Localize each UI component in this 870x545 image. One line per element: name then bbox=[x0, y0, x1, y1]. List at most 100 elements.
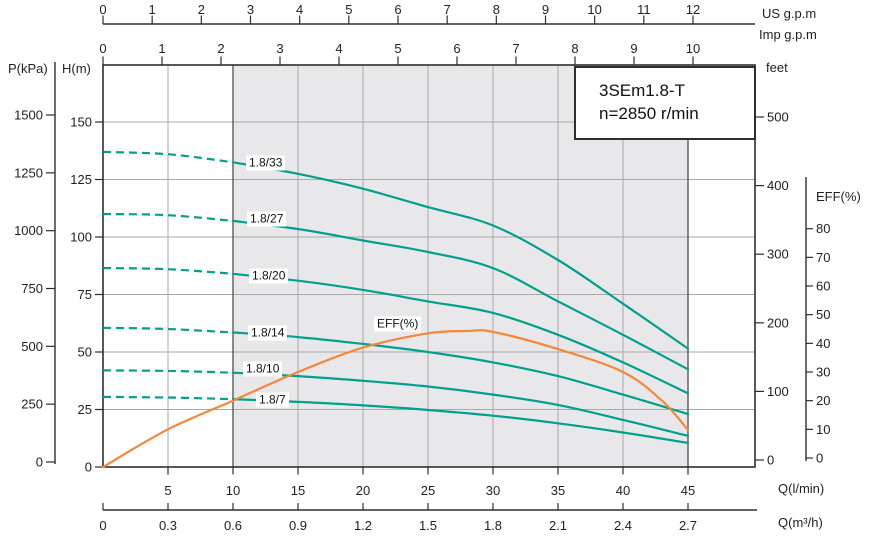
imp-gpm-tick-label: 9 bbox=[630, 41, 637, 56]
feet-tick-label: 0 bbox=[767, 453, 774, 468]
us-gpm-tick-label: 8 bbox=[493, 2, 500, 17]
curve-label-1.8-20: 1.8/20 bbox=[249, 268, 289, 284]
pump-model: 3SEm1.8-T bbox=[599, 81, 685, 100]
tick-labels: 0 1 2 3 4 5 6 7 8 9 10 11 120 1 2 3 4 5 6 7 8 9 10025050075010… bbox=[14, 2, 830, 533]
imp-gpm-tick-label: 10 bbox=[686, 41, 700, 56]
efficiency-curve bbox=[101, 329, 690, 469]
head-curve-dashed-1.8/10 bbox=[102, 369, 234, 374]
eff-tick-label: 20 bbox=[816, 393, 830, 408]
feet-tick-label: 500 bbox=[767, 110, 789, 125]
head-curve-dashed-1.8/20 bbox=[102, 267, 234, 275]
q-m3h-tick-label: 0.9 bbox=[289, 518, 307, 533]
imp-gpm-tick-label: 6 bbox=[453, 41, 460, 56]
us-gpm-tick-label: 0 bbox=[99, 2, 106, 17]
curve-label-1.8-10: 1.8/10 bbox=[243, 361, 283, 377]
head-curve-1.8/27 bbox=[231, 219, 690, 371]
us-gpm-tick-label: 4 bbox=[296, 2, 303, 17]
head-axis-label: H(m) bbox=[62, 61, 91, 76]
eff-tick-label: 30 bbox=[816, 365, 830, 380]
eff-tick-label: 50 bbox=[816, 307, 830, 322]
head-curve-1.8/14 bbox=[231, 331, 690, 416]
us-gpm-tick-label: 5 bbox=[345, 2, 352, 17]
q-m3h-tick-label: 1.8 bbox=[484, 518, 502, 533]
q-lmin-tick-label: 5 bbox=[164, 483, 171, 498]
imp-gpm-tick-label: 1 bbox=[158, 41, 165, 56]
performance-curves bbox=[101, 150, 690, 469]
pump-speed: n=2850 r/min bbox=[599, 104, 699, 123]
q-lmin-tick-label: 20 bbox=[356, 483, 370, 498]
head-curve-1.8/20 bbox=[231, 272, 690, 395]
us-gpm-tick-label: 7 bbox=[444, 2, 451, 17]
q-m3h-tick-label: 0.6 bbox=[224, 518, 242, 533]
eff-tick-label: 80 bbox=[816, 221, 830, 236]
curve-label-1.8-7: 1.8/7 bbox=[256, 392, 289, 408]
h-m-tick-label: 25 bbox=[78, 402, 92, 417]
us-gpm-tick-label: 6 bbox=[394, 2, 401, 17]
head-curve-1.8/10 bbox=[231, 371, 690, 437]
imp-gpm-tick-label: 8 bbox=[571, 41, 578, 56]
q-m3h-tick-label: 2.1 bbox=[549, 518, 567, 533]
feet-tick-label: 200 bbox=[767, 315, 789, 330]
p-kpa-tick-label: 250 bbox=[21, 397, 43, 412]
eff-tick-label: 60 bbox=[816, 279, 830, 294]
imp-gpm-tick-label: 4 bbox=[335, 41, 342, 56]
us-gpm-tick-label: 2 bbox=[198, 2, 205, 17]
q-lmin-tick-label: 10 bbox=[226, 483, 240, 498]
feet-tick-label: 100 bbox=[767, 384, 789, 399]
flow-lmin-axis-label: Q(l/min) bbox=[778, 481, 825, 496]
flow-m3h-axis-label: Q(m³/h) bbox=[778, 515, 823, 530]
p-kpa-tick-label: 1500 bbox=[14, 108, 43, 123]
us-gpm-tick-label: 9 bbox=[542, 2, 549, 17]
eff-tick-label: 70 bbox=[816, 250, 830, 265]
h-m-tick-label: 100 bbox=[70, 230, 92, 245]
q-lmin-tick-label: 15 bbox=[291, 483, 305, 498]
eff-axis-label: EFF(%) bbox=[816, 189, 861, 204]
feet-tick-label: 300 bbox=[767, 247, 789, 262]
p-kpa-tick-label: 1250 bbox=[14, 165, 43, 180]
curve-label-1.8-14: 1.8/14 bbox=[248, 325, 288, 341]
eff-tick-label: 10 bbox=[816, 422, 830, 437]
feet-axis-label: feet bbox=[766, 60, 788, 75]
imp-gpm-tick-label: 0 bbox=[99, 41, 106, 56]
h-m-tick-label: 0 bbox=[85, 460, 92, 475]
p-kpa-tick-label: 750 bbox=[21, 281, 43, 296]
q-m3h-tick-label: 0.3 bbox=[159, 518, 177, 533]
plot-border bbox=[102, 64, 756, 468]
curve-label-1.8-27: 1.8/27 bbox=[247, 211, 287, 227]
eff-tick-label: 0 bbox=[816, 451, 823, 466]
head-curve-dashed-1.8/14 bbox=[102, 326, 234, 334]
p-kpa-tick-label: 1000 bbox=[14, 223, 43, 238]
feet-tick-label: 400 bbox=[767, 178, 789, 193]
pressure-axis-label: P(kPa) bbox=[8, 61, 48, 76]
q-lmin-tick-label: 45 bbox=[681, 483, 695, 498]
us-gpm-tick-label: 12 bbox=[686, 2, 700, 17]
h-m-tick-label: 75 bbox=[78, 287, 92, 302]
head-curve-1.8/7 bbox=[231, 398, 690, 444]
imp-gpm-tick-label: 7 bbox=[512, 41, 519, 56]
imp-gpm-tick-label: 3 bbox=[276, 41, 283, 56]
q-m3h-tick-label: 2.7 bbox=[679, 518, 697, 533]
h-m-tick-label: 150 bbox=[70, 115, 92, 130]
us-gpm-tick-label: 10 bbox=[587, 2, 601, 17]
q-lmin-tick-label: 35 bbox=[551, 483, 565, 498]
p-kpa-tick-label: 0 bbox=[36, 455, 43, 470]
imp-gpm-axis-label: Imp g.p.m bbox=[759, 27, 817, 42]
head-curve-dashed-1.8/7 bbox=[102, 395, 234, 401]
us-gpm-tick-label: 3 bbox=[247, 2, 254, 17]
us-gpm-tick-label: 11 bbox=[637, 2, 651, 17]
eff-tick-label: 40 bbox=[816, 336, 830, 351]
axes bbox=[46, 15, 813, 511]
head-curve-1.8/33 bbox=[231, 161, 690, 350]
q-m3h-tick-label: 2.4 bbox=[614, 518, 632, 533]
h-m-tick-label: 50 bbox=[78, 345, 92, 360]
h-m-tick-label: 125 bbox=[70, 172, 92, 187]
q-m3h-tick-label: 1.2 bbox=[354, 518, 372, 533]
q-lmin-tick-label: 25 bbox=[421, 483, 435, 498]
title-box: 3SEm1.8-T n=2850 r/min bbox=[574, 66, 756, 140]
us-gpm-axis-label: US g.p.m bbox=[762, 6, 817, 21]
efficiency-curve-label: EFF(%) bbox=[374, 316, 422, 332]
us-gpm-tick-label: 1 bbox=[149, 2, 156, 17]
q-m3h-tick-label: 1.5 bbox=[419, 518, 437, 533]
curve-label-1.8-33: 1.8/33 bbox=[246, 155, 286, 171]
